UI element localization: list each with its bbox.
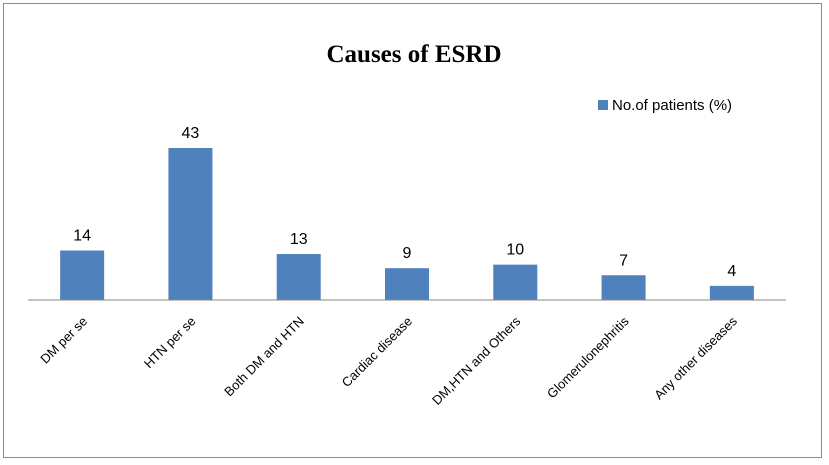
chart-frame — [3, 3, 822, 458]
tick-label-5: Glomerulonephritis — [544, 313, 632, 401]
tick-label-1: HTN per se — [141, 314, 199, 372]
data-label-3: 9 — [403, 245, 412, 262]
legend-swatch — [598, 100, 608, 110]
tick-labels-group: DM per se HTN per se Both DM and HTN Cardia… — [37, 313, 740, 408]
tick-label-6: Any other diseases — [651, 313, 740, 402]
chart-title: Causes of ESRD — [326, 41, 501, 68]
bar-0 — [60, 250, 105, 300]
bar-2 — [276, 254, 321, 300]
bar-4 — [493, 264, 538, 300]
data-labels-group: 14 43 13 9 10 7 4 — [73, 125, 736, 280]
data-label-0: 14 — [73, 228, 91, 245]
bars-group — [60, 148, 754, 300]
bar-1 — [168, 148, 213, 300]
data-label-1: 43 — [182, 125, 200, 142]
data-label-4: 10 — [506, 242, 524, 259]
data-label-5: 7 — [619, 252, 628, 269]
bar-3 — [385, 268, 429, 300]
tick-label-3: Cardiac disease — [339, 314, 416, 391]
data-label-6: 4 — [727, 263, 736, 280]
tick-label-4: DM,HTN and Others — [429, 313, 524, 408]
bar-5 — [601, 275, 646, 300]
data-label-2: 13 — [290, 231, 308, 248]
legend: No.of patients (%) — [598, 97, 732, 114]
bar-6 — [709, 285, 754, 300]
legend-label: No.of patients (%) — [612, 97, 732, 114]
tick-label-2: Both DM and HTN — [221, 314, 307, 400]
tick-label-0: DM per se — [37, 314, 90, 367]
